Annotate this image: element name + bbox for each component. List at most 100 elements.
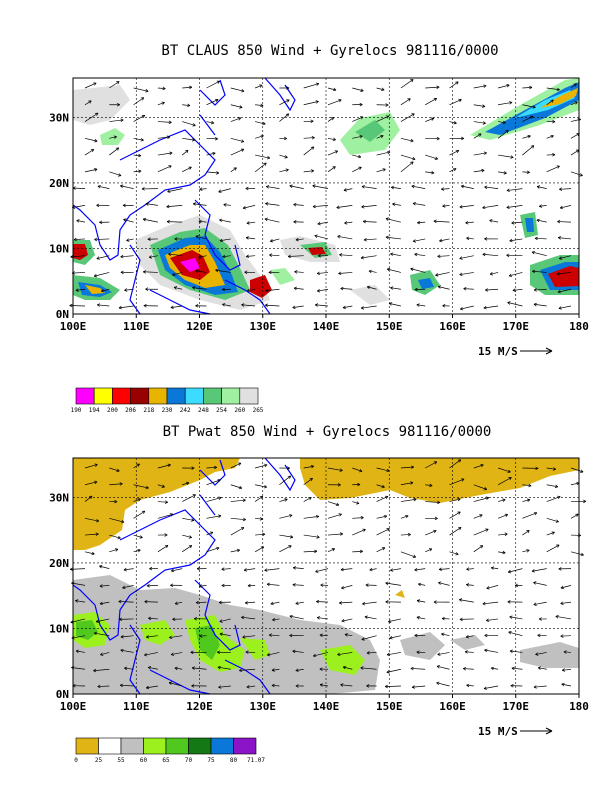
wind-arrowhead: [214, 137, 218, 141]
wind-arrow: [560, 601, 572, 604]
wind-arrow: [120, 255, 134, 258]
wind-arrowhead: [215, 98, 219, 103]
wind-arrow: [416, 304, 426, 307]
wind-arrowhead: [114, 548, 119, 552]
wind-arrowhead: [506, 205, 510, 209]
wind-arrowhead: [536, 218, 540, 223]
wind-arrowhead: [168, 252, 172, 256]
wind-arrow: [463, 668, 474, 670]
wind-arrow: [506, 205, 523, 208]
wind-arrowhead: [312, 184, 316, 188]
wind-arrow: [364, 616, 377, 620]
wind-arrowhead: [441, 187, 445, 191]
wind-arrowhead: [286, 466, 290, 470]
wind-arrowhead: [187, 103, 191, 108]
wind-arrow: [157, 121, 172, 123]
wind-arrowhead: [210, 120, 215, 125]
wind-arrow: [133, 170, 142, 173]
wind-arrowhead: [483, 151, 487, 155]
wind-arrow: [570, 551, 584, 556]
wind-arrowhead: [411, 685, 416, 689]
bottom-panel: BT Pwat 850 Wind + Gyrelocs 981116/0000: [49, 424, 589, 764]
wind-arrow: [254, 495, 263, 502]
wind-arrow: [412, 202, 426, 206]
wind-arrowhead: [437, 285, 442, 289]
wind-arrow: [171, 652, 183, 656]
wind-arrowhead: [337, 483, 341, 487]
wind-arrow: [279, 545, 292, 553]
wind-arrow: [254, 162, 267, 173]
wind-arrowhead: [192, 202, 197, 206]
wind-arrowhead: [259, 495, 264, 500]
wind-arrow: [531, 568, 547, 572]
wind-arrowhead: [122, 203, 126, 208]
wind-arrow: [533, 582, 547, 586]
wind-arrow: [376, 168, 386, 173]
wind-arrow: [466, 237, 474, 240]
wind-arrow: [317, 272, 329, 274]
wind-arrowhead: [533, 511, 538, 516]
wind-arrowhead: [292, 566, 297, 570]
wind-arrowhead: [536, 185, 541, 189]
wind-arrowhead: [368, 269, 372, 274]
wind-arrowhead: [480, 463, 484, 468]
wind-arrow: [144, 601, 158, 603]
wind-arrowhead: [508, 477, 512, 481]
wind-arrow: [546, 467, 556, 470]
wind-arrow: [473, 152, 487, 156]
wind-arrowhead: [344, 221, 348, 225]
wind-arrow: [279, 475, 291, 486]
wind-arrowhead: [556, 544, 560, 548]
colorbar-swatch: [75, 387, 95, 405]
wind-arrow: [376, 528, 390, 536]
wind-arrowhead: [343, 188, 347, 192]
wind-arrow: [522, 499, 530, 502]
wind-arrow: [327, 533, 343, 536]
wind-arrowhead: [506, 253, 510, 258]
wind-arrowhead: [504, 532, 508, 536]
wind-arrow: [414, 253, 426, 257]
wind-arrow: [327, 150, 338, 156]
wind-arrowhead: [579, 173, 583, 177]
wind-arrow: [459, 205, 474, 208]
x-tick-label: 140E: [313, 320, 340, 333]
wind-arrowhead: [95, 532, 99, 536]
wind-arrow: [473, 545, 484, 553]
wind-arrowhead: [484, 633, 488, 638]
wind-arrowhead: [407, 532, 411, 537]
wind-arrowhead: [263, 484, 267, 489]
wind-arrow: [230, 167, 237, 173]
wind-arrowhead: [339, 601, 343, 605]
wind-arrowhead: [507, 301, 511, 305]
wind-arrowhead: [437, 500, 441, 505]
colorbar-label: 65: [162, 757, 170, 764]
wind-arrowhead: [310, 464, 315, 469]
wind-arrowhead: [99, 220, 103, 225]
wind-arrow: [352, 135, 363, 139]
wind-arrowhead: [330, 117, 335, 121]
wind-arrow: [400, 551, 416, 558]
wind-arrow: [267, 652, 280, 656]
wind-arrowhead: [97, 303, 101, 307]
wind-arrowhead: [533, 288, 537, 292]
wind-arrow: [171, 568, 183, 572]
wind-arrow: [376, 467, 390, 472]
wind-arrowhead: [388, 619, 392, 623]
x-tick-label: 100E: [60, 320, 87, 333]
wind-arrowhead: [486, 618, 490, 622]
wind-arrowhead: [526, 170, 530, 174]
wind-arrow: [352, 467, 363, 472]
x-tick-label: 130E: [250, 700, 277, 713]
wind-arrowhead: [141, 114, 146, 119]
wind-arrow: [198, 220, 207, 223]
wind-arrowhead: [286, 99, 290, 103]
wind-arrowhead: [507, 569, 512, 574]
wind-arrowhead: [380, 134, 384, 139]
colorbar-label: 200: [107, 407, 118, 414]
wind-arrow: [182, 545, 193, 553]
wind-arrow: [295, 238, 304, 241]
wind-arrow: [72, 205, 86, 208]
wind-arrowhead: [262, 121, 266, 126]
wind-arrow: [400, 498, 417, 502]
